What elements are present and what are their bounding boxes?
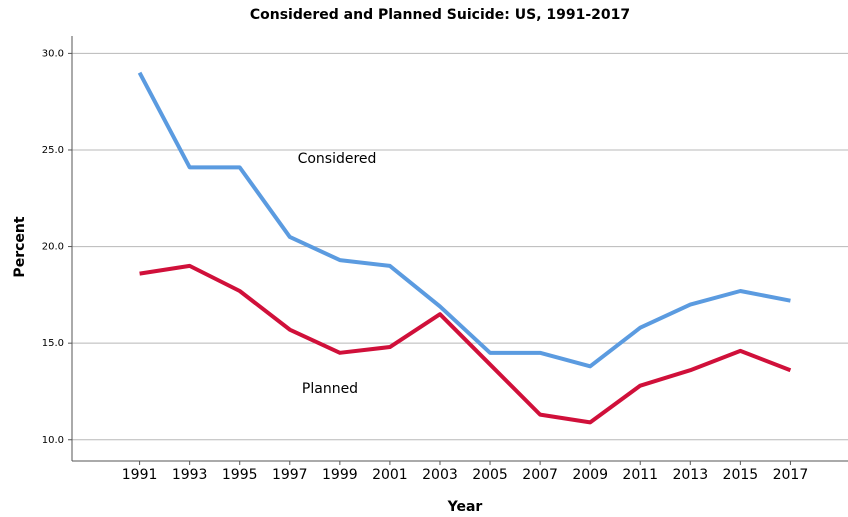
x-tick-label: 1999 bbox=[322, 467, 358, 483]
x-tick-label: 2005 bbox=[472, 467, 508, 483]
x-tick-label: 2017 bbox=[773, 467, 809, 483]
y-tick-label: 10.0 bbox=[42, 435, 64, 446]
series-line bbox=[139, 263, 792, 425]
x-tick-label: 2003 bbox=[422, 467, 458, 483]
x-tick-label: 1997 bbox=[272, 467, 308, 483]
series-label: Planned bbox=[302, 381, 358, 397]
x-tick-label: 2015 bbox=[723, 467, 759, 483]
y-tick-label: 20.0 bbox=[42, 242, 64, 253]
y-tick-label: 30.0 bbox=[42, 48, 64, 59]
x-tick-label: 2001 bbox=[372, 467, 408, 483]
y-tick-label: 15.0 bbox=[42, 338, 64, 349]
x-tick-label: 2013 bbox=[672, 467, 708, 483]
x-axis-label: Year bbox=[447, 499, 483, 515]
x-tick-label: 2011 bbox=[622, 467, 658, 483]
y-tick-label: 25.0 bbox=[42, 145, 64, 156]
x-tick-label: 1993 bbox=[172, 467, 208, 483]
chart-title: Considered and Planned Suicide: US, 1991… bbox=[250, 7, 630, 23]
x-tick-label: 2007 bbox=[522, 467, 558, 483]
y-axis-label: Percent bbox=[12, 216, 28, 277]
x-tick-label: 1995 bbox=[222, 467, 258, 483]
x-tick-label: 2009 bbox=[572, 467, 608, 483]
x-tick-label: 1991 bbox=[122, 467, 158, 483]
series-line bbox=[137, 71, 791, 369]
series-label: Considered bbox=[298, 151, 377, 167]
